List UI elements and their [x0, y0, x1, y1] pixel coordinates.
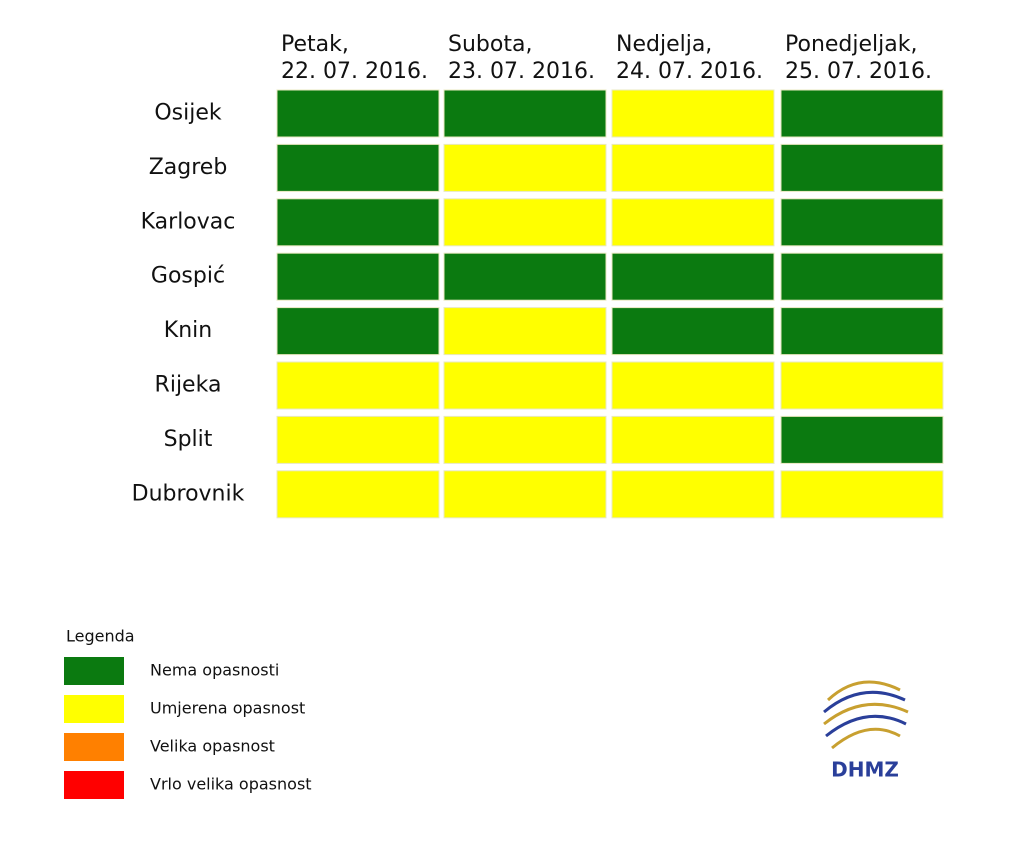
warning-cell [611, 89, 775, 138]
column-day: Nedjelja, [616, 32, 712, 57]
city-label: Gospić [151, 264, 225, 289]
column-date: 22. 07. 2016. [281, 59, 428, 84]
city-label: Osijek [154, 101, 222, 126]
warning-cell [611, 143, 775, 192]
legend-label: Nema opasnosti [150, 661, 279, 680]
logo-arc [826, 680, 901, 702]
warning-cell [780, 143, 944, 192]
column-date: 25. 07. 2016. [785, 59, 932, 84]
warning-cell [611, 470, 775, 519]
warning-cell [443, 361, 607, 410]
logo-arc [831, 727, 901, 750]
warning-cell [276, 89, 440, 138]
logo-arc [823, 702, 909, 726]
warning-cell [780, 470, 944, 519]
legend-title: Legenda [66, 627, 135, 646]
warning-cell [780, 89, 944, 138]
warning-cell [443, 470, 607, 519]
warning-cell [276, 143, 440, 192]
city-label: Knin [164, 318, 212, 343]
warning-cell [443, 198, 607, 247]
legend-swatch [64, 771, 124, 799]
warning-cell [276, 198, 440, 247]
legend-label: Umjerena opasnost [150, 699, 305, 718]
city-label: Dubrovnik [132, 481, 245, 506]
warning-cell [443, 415, 607, 464]
column-date: 24. 07. 2016. [616, 59, 763, 84]
logo-arc [825, 714, 907, 738]
warning-cell [611, 198, 775, 247]
logo-arc [823, 690, 906, 714]
warning-cell [443, 89, 607, 138]
warning-cell [443, 252, 607, 301]
warning-cell [276, 307, 440, 356]
warning-cell [780, 252, 944, 301]
warning-cell [611, 415, 775, 464]
warning-cell [780, 415, 944, 464]
warning-cell [780, 307, 944, 356]
column-day: Ponedjeljak, [785, 32, 917, 57]
warning-cell [780, 361, 944, 410]
column-date: 23. 07. 2016. [448, 59, 595, 84]
legend-label: Velika opasnost [150, 737, 275, 756]
warning-cell [276, 361, 440, 410]
warning-cell [276, 252, 440, 301]
column-day: Petak, [281, 32, 349, 57]
legend-swatch [64, 733, 124, 761]
city-label: Split [164, 427, 213, 452]
logo-text: DHMZ [831, 758, 899, 782]
warning-cell [276, 415, 440, 464]
legend-swatch [64, 657, 124, 685]
legend-label: Vrlo velika opasnost [150, 775, 312, 794]
warning-cell [611, 252, 775, 301]
warning-cell [780, 198, 944, 247]
city-label: Karlovac [141, 209, 236, 234]
city-label: Rijeka [155, 373, 222, 398]
column-day: Subota, [448, 32, 532, 57]
city-label: Zagreb [149, 155, 228, 180]
warning-cell [276, 470, 440, 519]
warning-cell [443, 307, 607, 356]
legend-swatch [64, 695, 124, 723]
warning-cell [443, 143, 607, 192]
warning-cell [611, 307, 775, 356]
warning-cell [611, 361, 775, 410]
logo: DHMZ [823, 680, 909, 782]
